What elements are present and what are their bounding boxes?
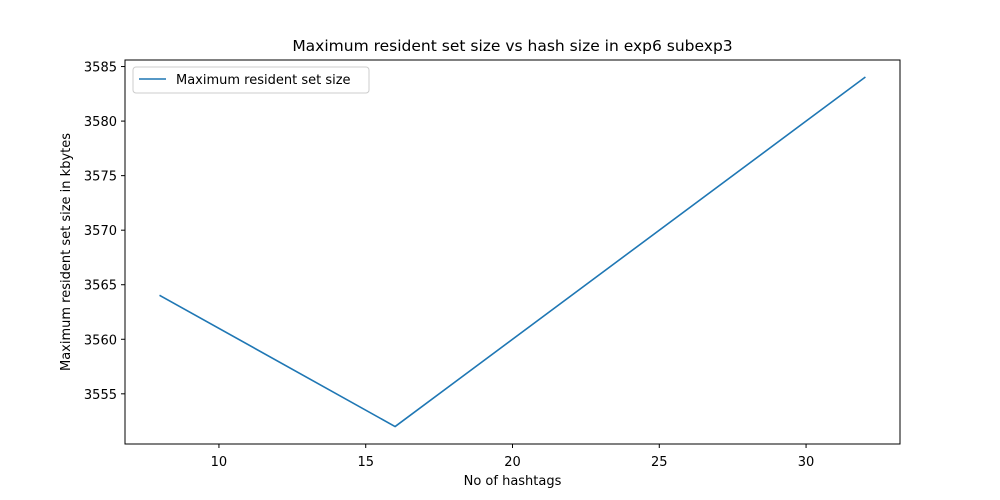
series-layer <box>159 76 866 428</box>
y-tick-label: 3555 <box>84 388 117 403</box>
legend-box <box>132 66 370 94</box>
x-tick-label: 30 <box>798 455 815 470</box>
y-tick-label: 3570 <box>84 224 117 239</box>
x-axis: 10 15 20 25 30 <box>211 444 815 470</box>
x-axis-label: No of hashtags <box>464 474 562 489</box>
y-tick-label: 3565 <box>84 279 117 294</box>
legend: Maximum resident set size <box>132 66 370 94</box>
y-tick-label: 3580 <box>84 115 117 130</box>
x-tick-label: 10 <box>211 455 228 470</box>
x-tick-label: 20 <box>504 455 521 470</box>
y-tick-label: 3575 <box>84 170 117 185</box>
y-axis-label: Maximum resident set size in kbytes <box>59 133 74 371</box>
chart-title: Maximum resident set size vs hash size i… <box>292 37 732 55</box>
y-tick-label: 3585 <box>84 61 117 76</box>
x-tick-label: 25 <box>651 455 668 470</box>
x-tick-label: 15 <box>357 455 374 470</box>
legend-label: Maximum resident set size <box>176 73 351 88</box>
y-tick-label: 3560 <box>84 333 117 348</box>
y-axis: 3555 3560 3565 3570 3575 3580 3585 <box>84 61 125 403</box>
